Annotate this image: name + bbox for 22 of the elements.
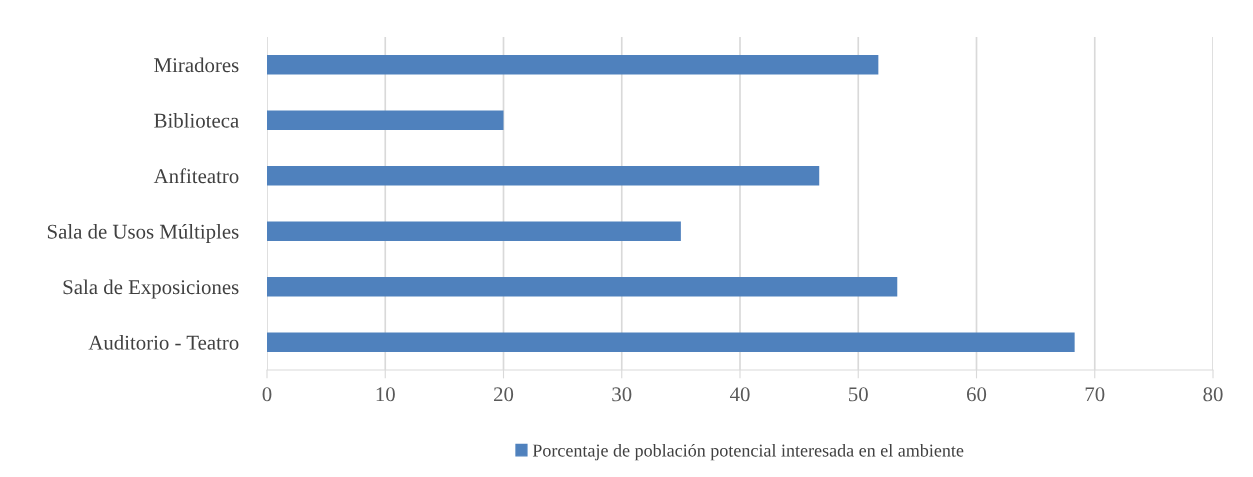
bar: [267, 166, 820, 186]
bar: [267, 332, 1075, 352]
y-tick-label: Miradores: [154, 57, 239, 73]
bar: [267, 55, 879, 75]
bar: [267, 110, 504, 130]
x-tick-label: 80: [1203, 387, 1223, 402]
y-tick-label: Auditorio - Teatro: [88, 335, 239, 350]
x-tick-label: 10: [376, 387, 395, 402]
x-tick-label: 60: [966, 387, 987, 402]
x-tick-label: 30: [612, 387, 632, 402]
x-tick-label: 70: [1085, 387, 1105, 402]
legend-label: Porcentaje de población potencial interesada en el ambiente: [532, 443, 964, 461]
y-tick-label: Sala de Exposiciones: [63, 279, 239, 299]
x-tick-label: 40: [729, 387, 750, 402]
y-tick-label: Biblioteca: [154, 113, 239, 128]
bar: [267, 277, 898, 297]
y-tick-label: Sala de Usos Múltiples: [47, 224, 239, 243]
bar: [267, 221, 681, 241]
x-tick-label: 20: [494, 387, 514, 402]
x-tick-label: 0: [262, 387, 272, 402]
x-tick-label: 50: [849, 387, 868, 402]
y-tick-label: Anfiteatro: [153, 168, 239, 184]
